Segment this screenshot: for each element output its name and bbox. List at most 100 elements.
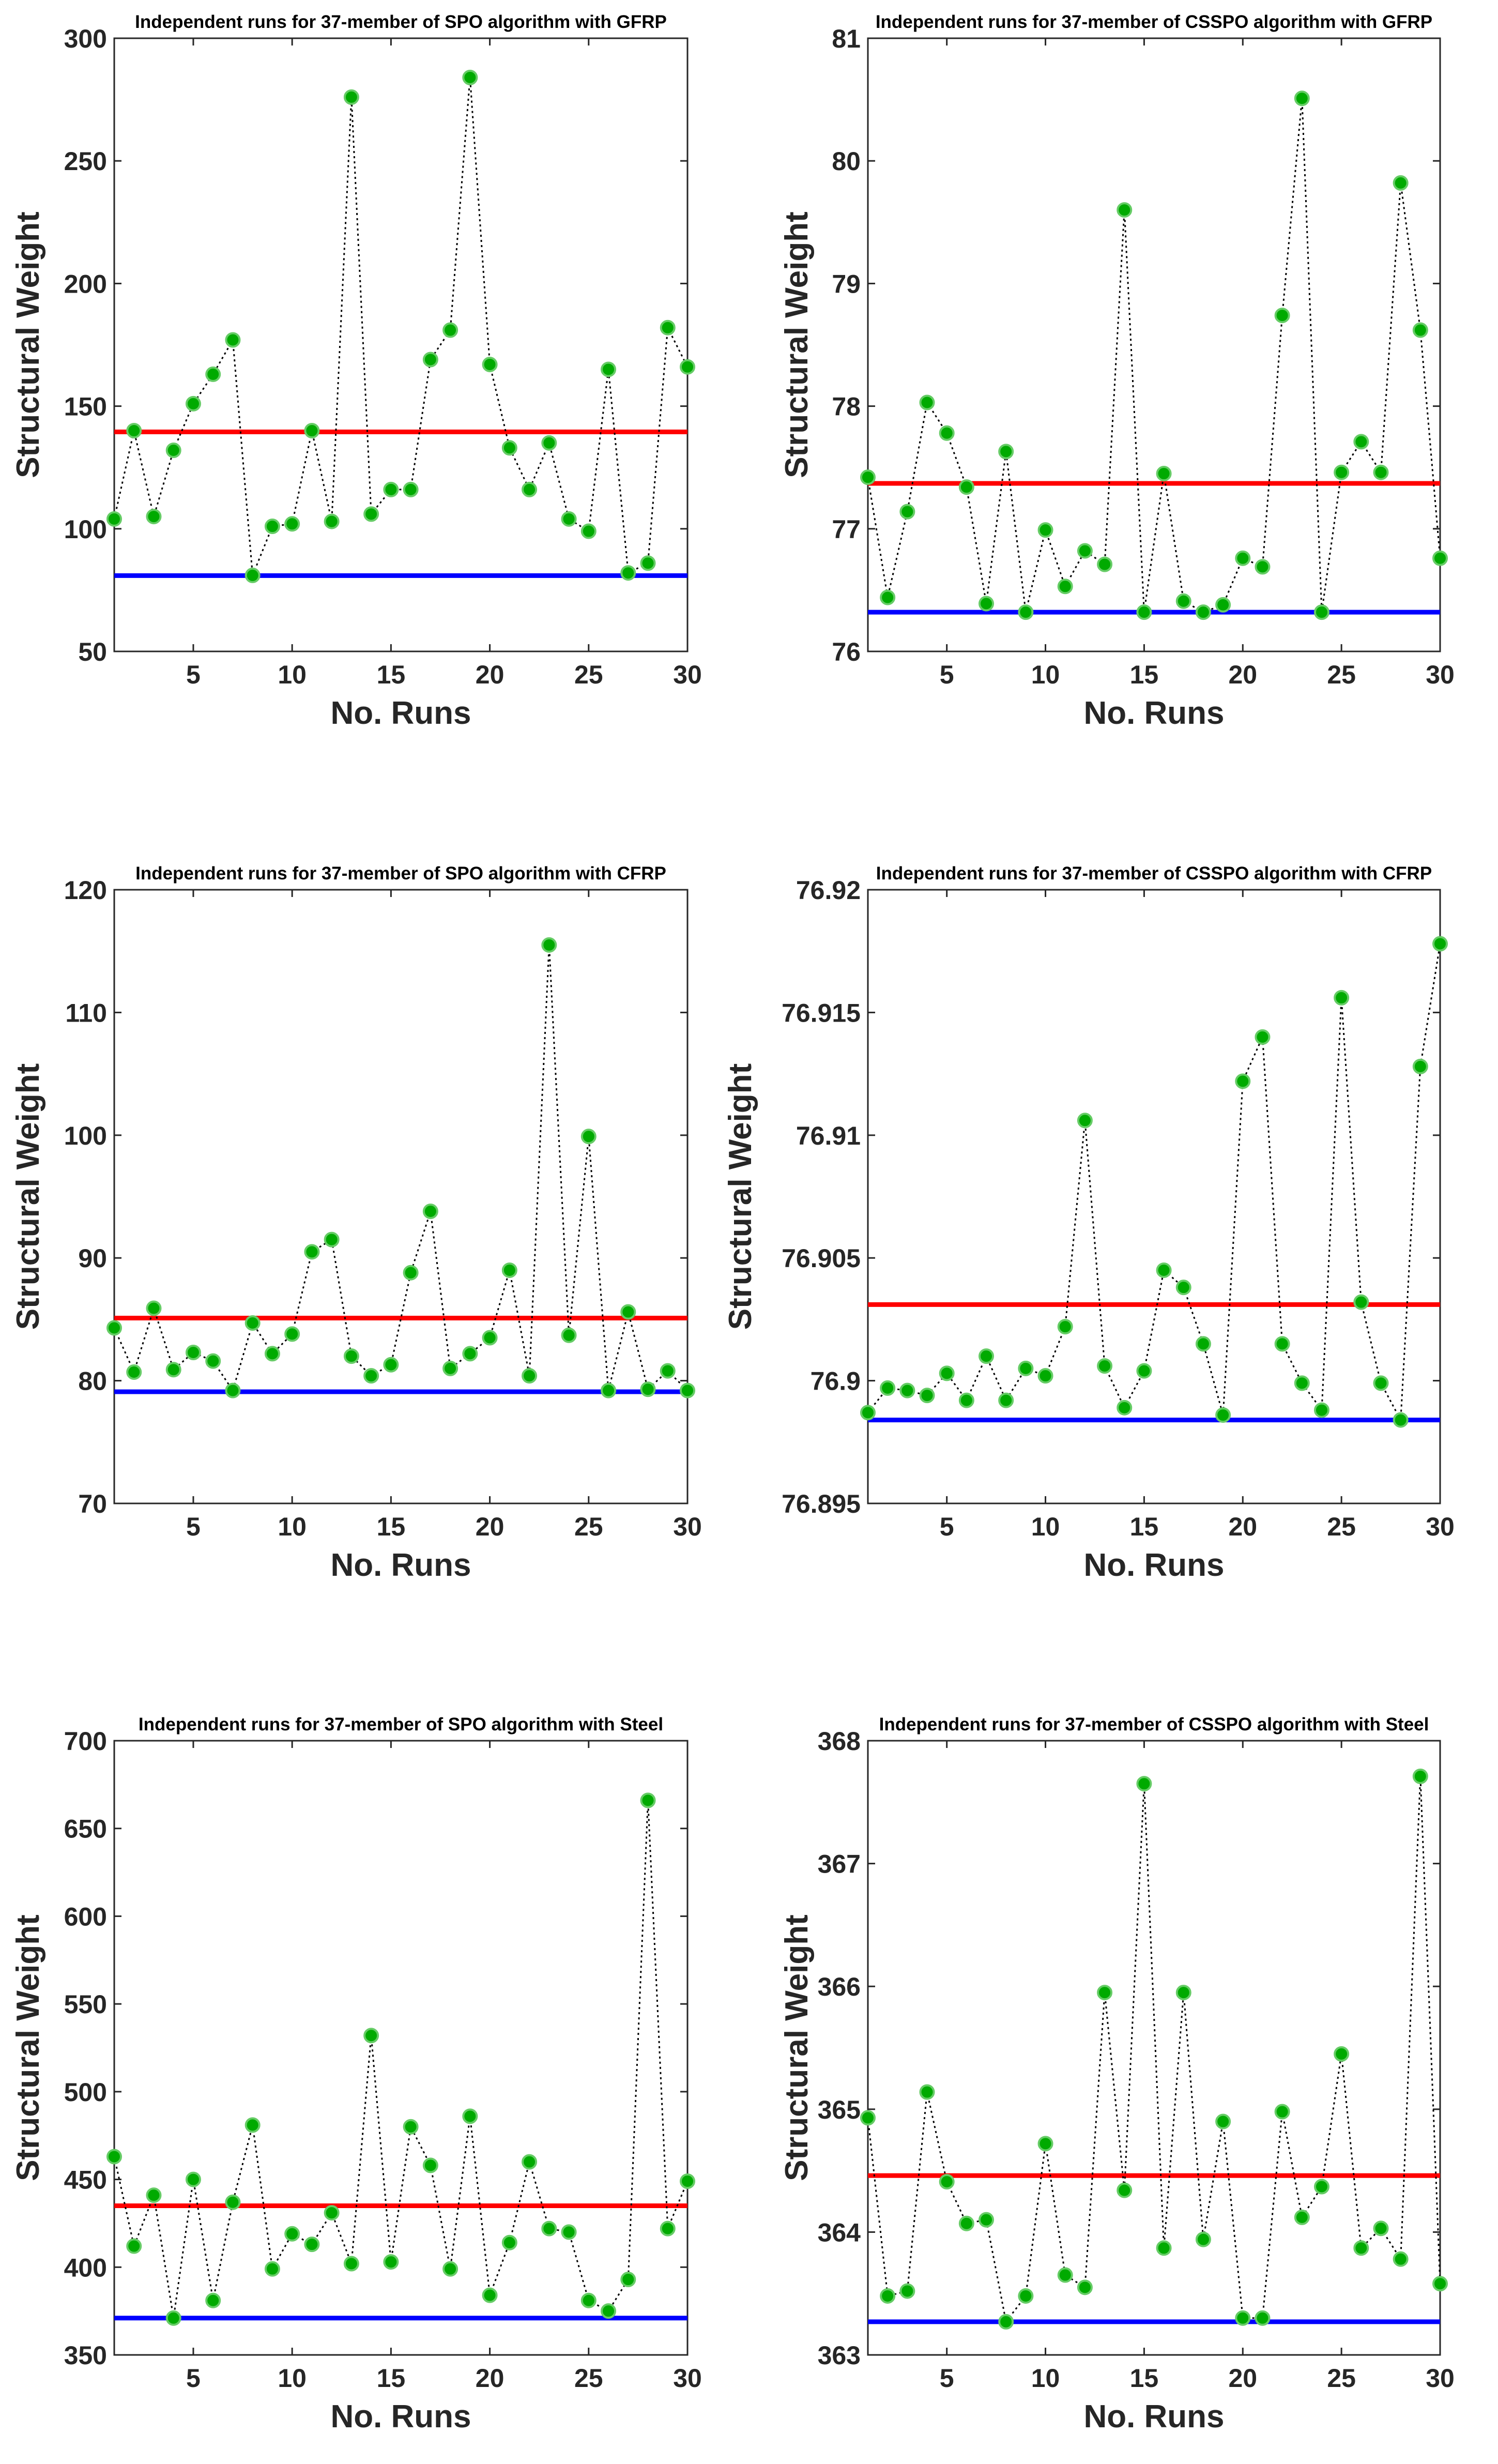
data-point (880, 1380, 896, 1396)
data-point (1018, 1360, 1034, 1376)
y-tick-label: 150 (64, 392, 107, 421)
data-point (106, 511, 122, 527)
x-tick-label: 25 (574, 2364, 603, 2393)
x-tick-label: 30 (673, 660, 702, 689)
data-point (482, 2287, 498, 2303)
data-point (1117, 202, 1133, 218)
data-point (580, 1129, 597, 1145)
data-point (422, 1203, 438, 1219)
y-tick-label: 450 (64, 2166, 107, 2195)
data-point (1156, 1262, 1172, 1278)
y-tick-label: 600 (64, 1902, 107, 1931)
data-point (680, 359, 695, 375)
data-point (1235, 1073, 1251, 1089)
y-tick-label: 79 (832, 269, 861, 298)
data-point (1117, 2182, 1133, 2198)
x-tick-label: 20 (1228, 660, 1257, 689)
x-tick-label: 30 (673, 2364, 702, 2393)
data-point (919, 1388, 935, 1404)
data-point (1156, 466, 1172, 482)
data-point (680, 2173, 695, 2189)
x-axis-label: No. Runs (1083, 2399, 1224, 2435)
y-tick-label: 350 (64, 2341, 107, 2370)
data-point (1195, 2231, 1211, 2247)
x-tick-label: 15 (377, 2364, 406, 2393)
data-point (1037, 522, 1053, 538)
plot-area (867, 889, 1441, 1504)
y-tick-label: 76.915 (782, 998, 861, 1027)
x-tick-label: 10 (278, 2364, 307, 2393)
data-point (1353, 2240, 1369, 2256)
x-tick-label: 20 (476, 660, 505, 689)
data-point (264, 519, 280, 535)
x-tick-label: 15 (1130, 660, 1159, 689)
data-point (363, 2028, 379, 2044)
data-point (1018, 604, 1034, 620)
data-point (205, 1353, 221, 1369)
data-point (1334, 2046, 1350, 2062)
y-tick-label: 77 (832, 515, 861, 544)
x-tick-label: 10 (1031, 1512, 1060, 1541)
data-point (522, 481, 538, 497)
data-point (1215, 597, 1231, 613)
data-point (1037, 2136, 1053, 2152)
chart-title: Independent runs for 37-member of SPO al… (139, 1714, 663, 1735)
data-point (979, 1348, 995, 1364)
data-point (660, 320, 676, 336)
chart-panel-5: Independent runs for 37-member of SPO al… (10, 1714, 702, 2435)
data-point (1077, 2279, 1093, 2295)
data-point (899, 1382, 915, 1398)
chart-panel-3: Independent runs for 37-member of SPO al… (10, 863, 702, 1583)
data-point (225, 1382, 241, 1398)
data-point (225, 332, 241, 348)
data-point (1393, 175, 1409, 191)
data-point (1373, 2220, 1389, 2237)
y-tick-label: 365 (818, 2095, 861, 2124)
data-point (939, 2173, 955, 2189)
data-point (304, 2237, 320, 2253)
data-point (561, 1327, 577, 1343)
data-point (324, 513, 340, 529)
data-point (284, 1326, 300, 1342)
data-point (324, 1231, 340, 1248)
data-point (1037, 1368, 1053, 1384)
data-point (1432, 2276, 1448, 2292)
data-point (244, 567, 261, 583)
data-point (1393, 2251, 1409, 2267)
data-point (1313, 604, 1329, 620)
plot-area (867, 1740, 1441, 2356)
data-point (1057, 2267, 1073, 2283)
x-tick-label: 30 (1426, 660, 1455, 689)
data-point (1274, 308, 1290, 324)
chart-panel-2: Independent runs for 37-member of CSSPO … (779, 12, 1455, 731)
x-tick-label: 25 (1327, 660, 1356, 689)
data-point (561, 511, 577, 527)
data-point (1255, 2310, 1271, 2326)
data-point (126, 1364, 142, 1380)
data-point (1136, 1776, 1152, 1792)
x-axis-label: No. Runs (330, 695, 471, 731)
y-tick-label: 300 (64, 24, 107, 53)
data-point (1353, 434, 1369, 450)
data-point (919, 394, 935, 410)
data-point (1255, 559, 1271, 575)
data-point (640, 555, 656, 571)
data-point (403, 481, 419, 497)
y-tick-label: 90 (78, 1244, 107, 1273)
data-point (1294, 90, 1310, 107)
y-tick-label: 100 (64, 515, 107, 544)
y-tick-label: 400 (64, 2253, 107, 2282)
data-point (541, 435, 557, 451)
x-tick-label: 25 (574, 660, 603, 689)
chart-panel-6: Independent runs for 37-member of CSSPO … (779, 1714, 1455, 2435)
data-point (998, 1392, 1014, 1408)
data-point (1274, 2104, 1290, 2120)
data-point (1077, 543, 1093, 559)
data-point (383, 1357, 399, 1373)
y-axis-label: Structural Weight (779, 1914, 815, 2181)
data-point (363, 1368, 379, 1384)
data-point (1097, 1985, 1113, 2001)
y-tick-label: 120 (64, 876, 107, 905)
data-point (422, 2157, 438, 2173)
data-point (680, 1382, 695, 1398)
